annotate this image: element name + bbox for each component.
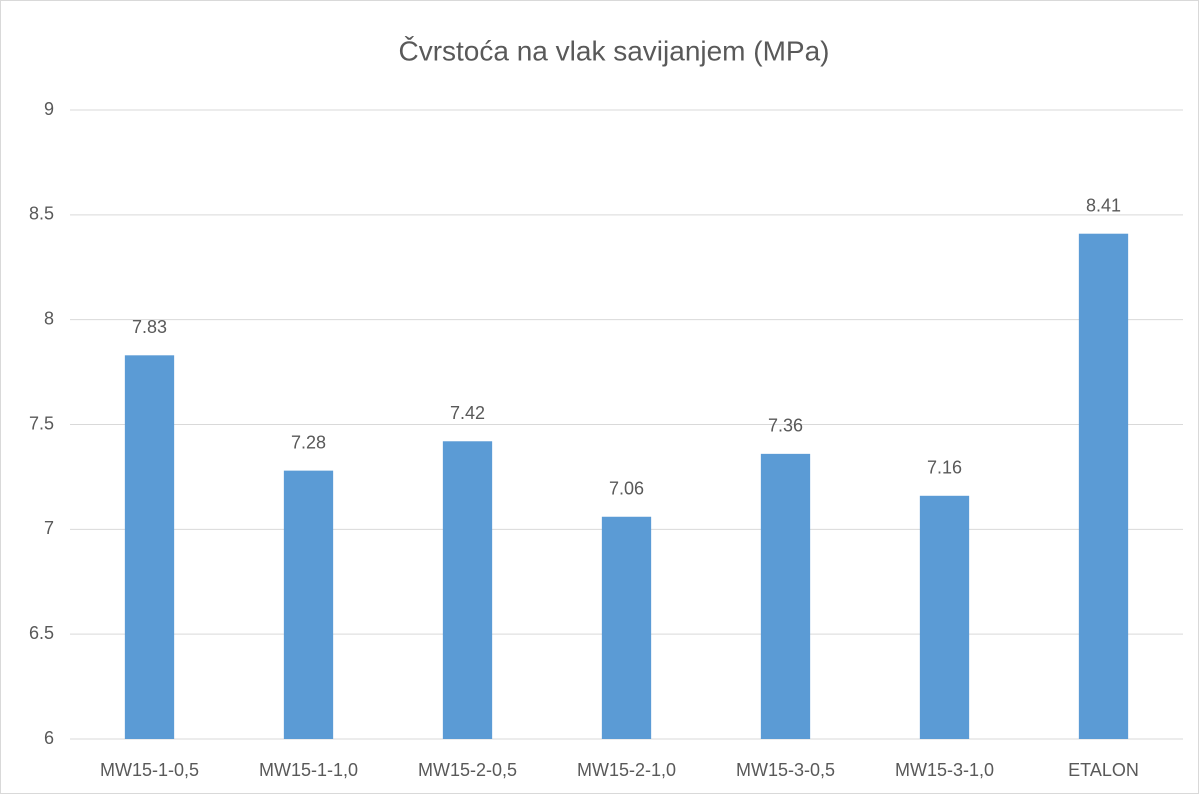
bar — [283, 470, 334, 739]
x-tick-label: MW15-1-1,0 — [259, 760, 358, 780]
y-tick-label: 7.5 — [29, 413, 54, 433]
data-label: 7.83 — [132, 317, 167, 337]
x-tick-label: MW15-3-1,0 — [895, 760, 994, 780]
x-tick-label: MW15-2-0,5 — [418, 760, 517, 780]
bar — [760, 453, 811, 739]
data-label: 7.36 — [768, 416, 803, 436]
y-tick-label: 8.5 — [29, 204, 54, 224]
bar — [1078, 233, 1129, 739]
data-label: 7.42 — [450, 403, 485, 423]
data-label: 7.28 — [291, 432, 326, 452]
x-tick-label: MW15-3-0,5 — [736, 760, 835, 780]
y-tick-label: 6 — [44, 728, 54, 748]
data-label: 8.41 — [1086, 195, 1121, 215]
y-tick-label: 9 — [44, 99, 54, 119]
x-tick-label: MW15-1-0,5 — [100, 760, 199, 780]
y-tick-label: 7 — [44, 518, 54, 538]
bar — [919, 495, 970, 739]
y-tick-label: 6.5 — [29, 623, 54, 643]
bar — [442, 441, 493, 739]
chart-title: Čvrstoća na vlak savijanjem (MPa) — [398, 35, 829, 66]
data-label: 7.16 — [927, 458, 962, 478]
bar — [601, 516, 652, 739]
bar — [124, 355, 175, 739]
y-tick-label: 8 — [44, 308, 54, 328]
x-tick-label: MW15-2-1,0 — [577, 760, 676, 780]
x-tick-label: ETALON — [1068, 760, 1139, 780]
data-label: 7.06 — [609, 479, 644, 499]
